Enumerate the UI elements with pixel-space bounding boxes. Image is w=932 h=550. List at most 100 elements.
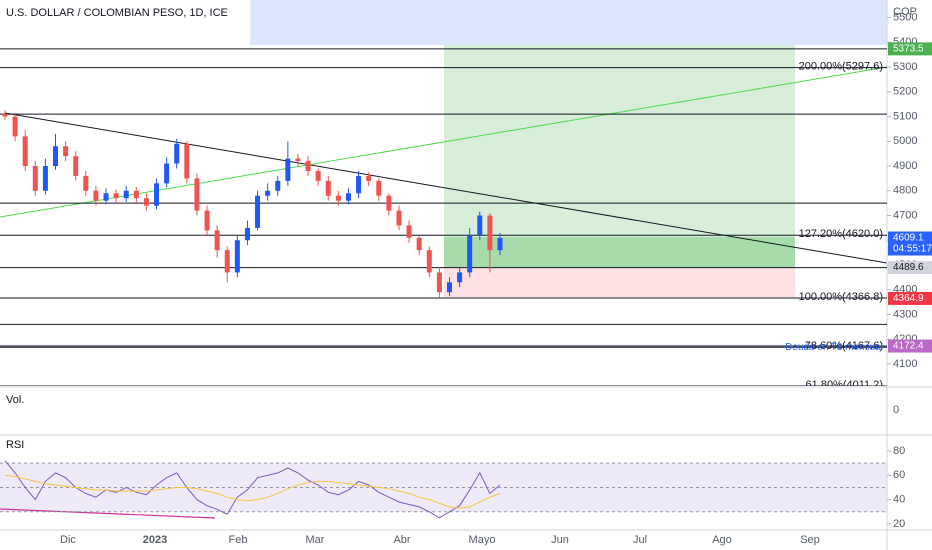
- candle-body: [174, 143, 180, 164]
- candle-body: [83, 175, 89, 191]
- y-tick-label: 40: [893, 494, 905, 506]
- x-tick-label: Feb: [229, 534, 248, 546]
- candle-body: [42, 166, 48, 191]
- candle-body: [194, 178, 200, 211]
- candle-body: [184, 143, 190, 179]
- candle-body: [295, 158, 301, 162]
- candle-body: [234, 240, 240, 273]
- candle-body: [345, 193, 351, 201]
- candle-body: [446, 282, 452, 293]
- rsi-label: RSI: [6, 439, 24, 451]
- y-tick-label: 4300: [893, 308, 917, 320]
- y-tick-label: 4900: [893, 160, 917, 172]
- candle-body: [32, 166, 38, 191]
- rsi-line: [4, 460, 501, 519]
- rsi-line: [4, 474, 501, 509]
- candle-body: [457, 272, 463, 283]
- volume-label: Vol.: [6, 394, 24, 406]
- trend-line: [0, 66, 887, 218]
- price-tag: [888, 261, 932, 275]
- candle-body: [497, 238, 503, 251]
- y-tick-label: 4800: [893, 185, 917, 197]
- candle-body: [396, 210, 402, 226]
- price-tag-label: 4609.1: [893, 233, 924, 244]
- price-tag: [888, 231, 932, 256]
- drawings: [0, 0, 887, 297]
- candle-body: [426, 250, 432, 273]
- candle-body: [53, 146, 59, 167]
- candle-body: [487, 215, 493, 251]
- y-tick-label: 5300: [893, 61, 917, 73]
- price-tag-label: 5373.5: [893, 44, 924, 55]
- y-tick-label: 20: [893, 518, 905, 530]
- candle-body: [133, 190, 139, 199]
- x-tick-label: Ago: [712, 534, 732, 546]
- candle-body: [123, 190, 129, 199]
- x-tick-label: Sep: [800, 534, 820, 546]
- candle-body: [335, 195, 341, 201]
- candle-body: [63, 146, 69, 157]
- candle-body: [416, 237, 422, 251]
- price-plot: 200.00%(5297.6) 127.20%(4620.0) 100.00%(43…: [0, 48, 887, 391]
- candle-body: [386, 195, 392, 211]
- trend-line: [4, 112, 887, 264]
- x-tick-label: 2023: [143, 534, 167, 546]
- annotation: Deuda en 78 mensual: [785, 342, 883, 353]
- candle-body: [224, 250, 230, 273]
- currency: COP: [893, 6, 917, 18]
- price-tag: [888, 291, 932, 305]
- candle-body: [325, 180, 331, 196]
- y-tick-label: 60: [893, 469, 905, 481]
- candle-body: [265, 190, 271, 196]
- candle-body: [93, 190, 99, 201]
- x-tick-label: Jul: [633, 534, 647, 546]
- target-zone: [250, 0, 887, 45]
- y-tick-label: 4700: [893, 209, 917, 221]
- candle-body: [12, 116, 18, 137]
- candle-body: [436, 272, 442, 293]
- y-tick-label: 5100: [893, 110, 917, 122]
- x-tick-label: Dic: [60, 534, 76, 546]
- y-tick-label: 5200: [893, 86, 917, 98]
- price-tag: [888, 339, 932, 353]
- candle-body: [285, 158, 291, 181]
- candle-body: [103, 193, 109, 201]
- candle-body: [467, 235, 473, 273]
- countdown: 04:55:17: [893, 244, 932, 255]
- candle-body: [255, 195, 261, 228]
- candle-body: [275, 180, 281, 191]
- candle-body: [477, 215, 483, 236]
- candle-body: [22, 136, 28, 167]
- y-tick-label: 80: [893, 445, 905, 457]
- candle-body: [204, 210, 210, 231]
- fib-label: 127.20%(4620.0): [799, 228, 883, 240]
- x-tick-label: Mayo: [469, 534, 496, 546]
- candle-body: [315, 170, 321, 181]
- candle-body: [406, 225, 412, 238]
- fib-label: 78.60%(4167.6): [805, 340, 883, 352]
- candle-body: [113, 193, 119, 199]
- price-tag-label: 4489.6: [893, 262, 924, 273]
- candle-body: [305, 161, 311, 171]
- rsi-trend-line: [0, 508, 216, 519]
- y-tick-label: 5000: [893, 135, 917, 147]
- candle-body: [154, 183, 160, 206]
- candle-body: [143, 198, 149, 206]
- candle-body: [356, 175, 362, 194]
- profit-zone: [444, 45, 795, 268]
- candle-body: [366, 175, 372, 181]
- y-tick-label: 0: [893, 404, 899, 416]
- price-tag-label: 4172.4: [893, 341, 924, 352]
- fib-label: 61.80%(4011.2): [806, 379, 883, 391]
- y-tick-label: 4100: [893, 358, 917, 370]
- fib-label: 200.00%(5297.6): [799, 61, 883, 73]
- candle-body: [164, 163, 170, 184]
- profit-zone-filled: [444, 237, 795, 268]
- candle-body: [244, 227, 250, 241]
- x-tick-label: Abr: [393, 534, 410, 546]
- price-tag-label: 4364.9: [893, 293, 924, 304]
- price-tag: [888, 42, 932, 56]
- fib-label: 100.00%(4366.8): [799, 291, 883, 303]
- candle-body: [214, 230, 220, 251]
